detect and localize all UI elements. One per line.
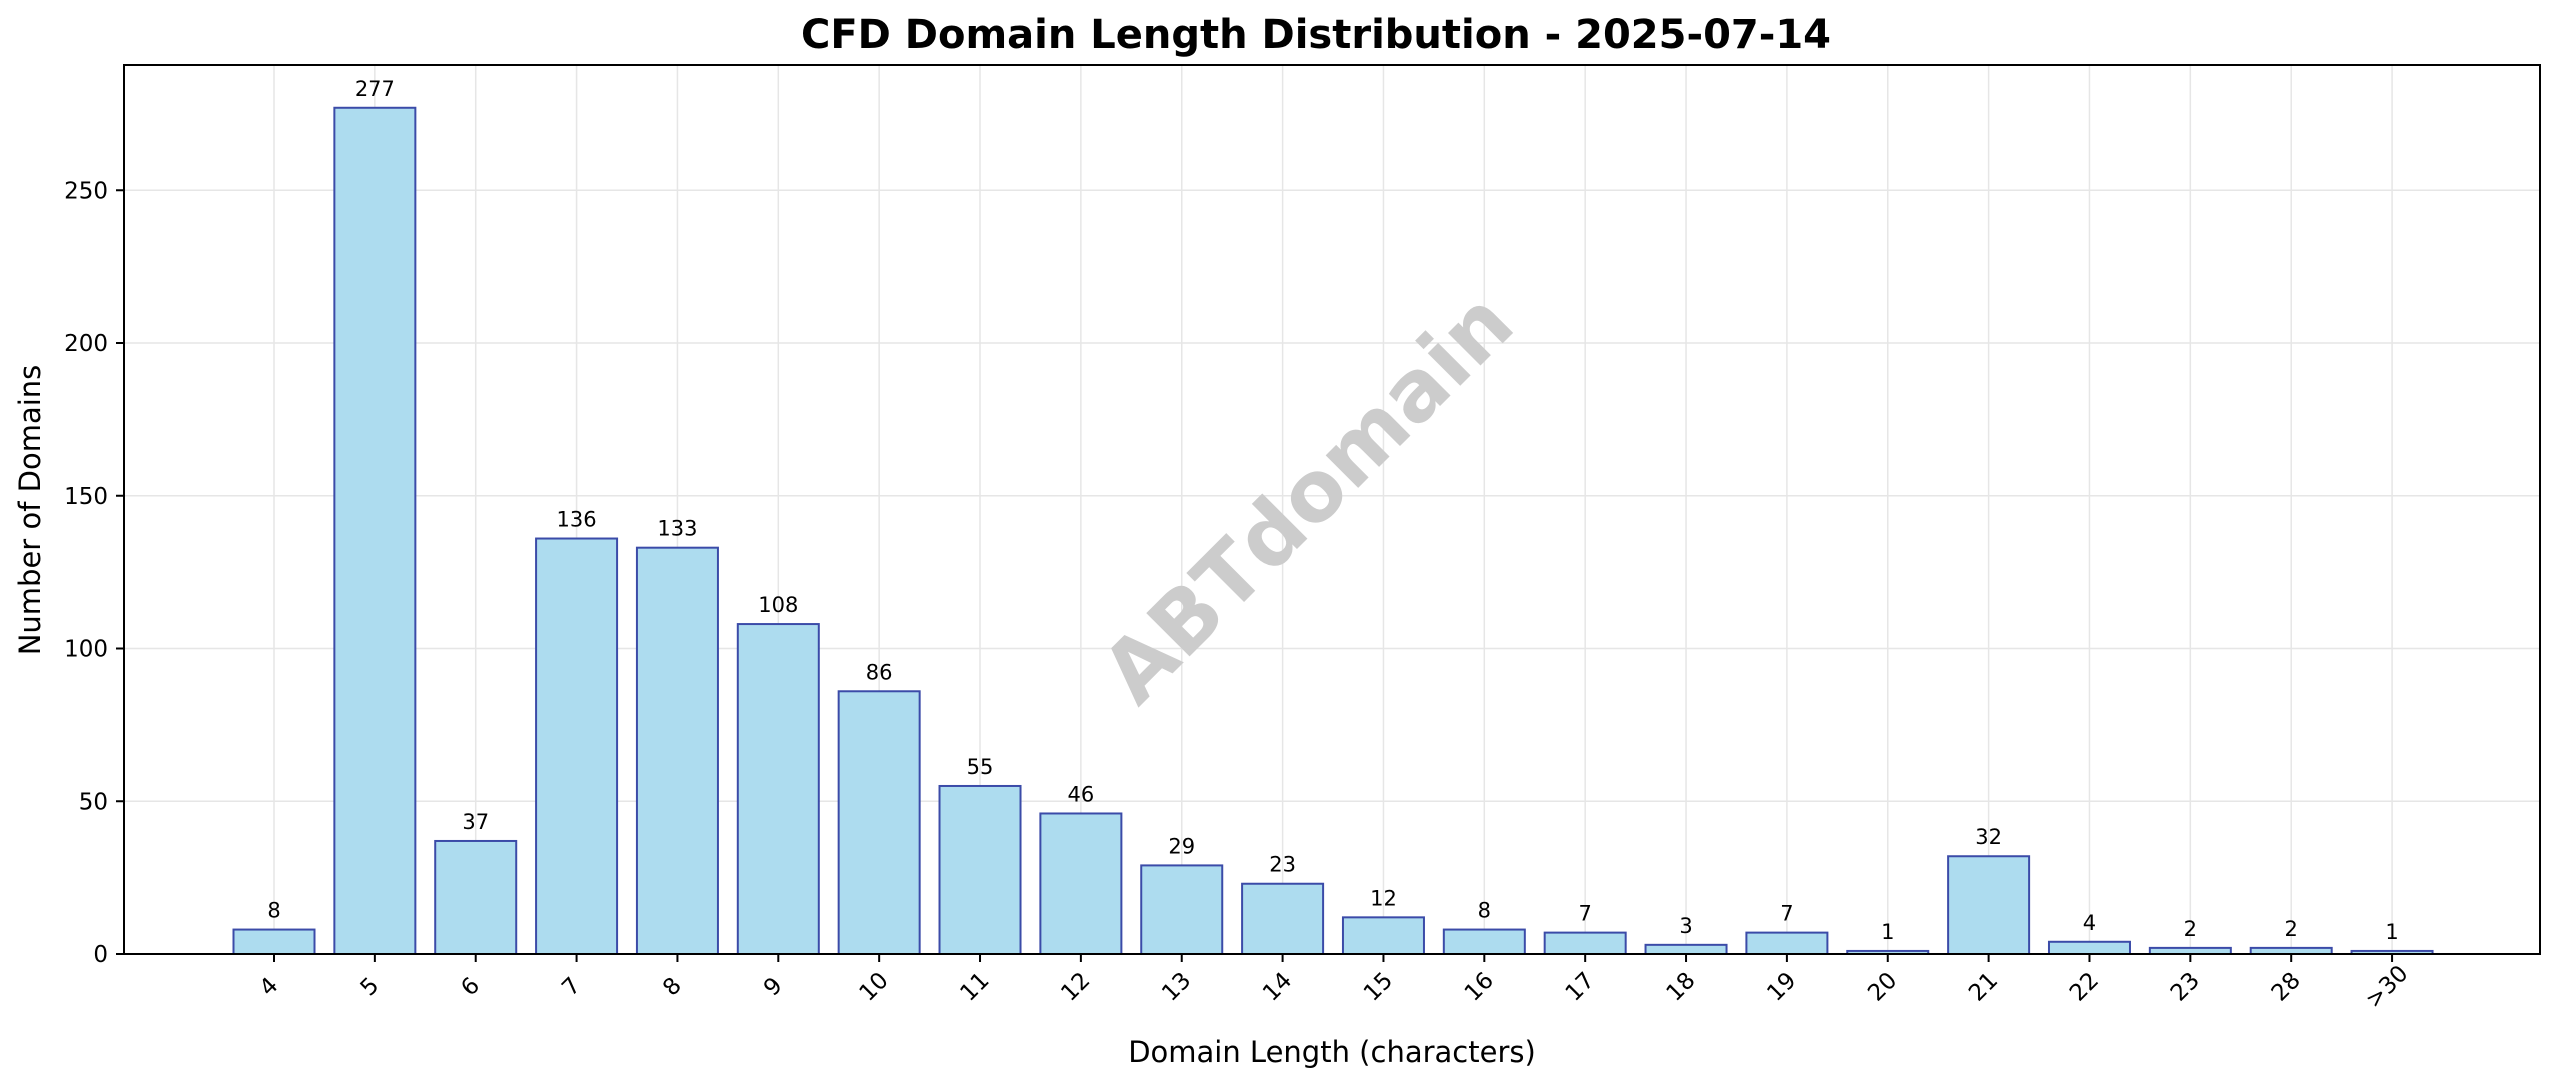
data-label: 2	[2184, 917, 2197, 941]
data-label: 86	[866, 660, 893, 684]
bar-10	[837, 690, 921, 955]
y-tick-label: 250	[64, 178, 108, 204]
data-label: 1	[1881, 920, 1894, 944]
x-tick-label: 23	[2166, 968, 2205, 1007]
x-tick-label: 28	[2267, 968, 2306, 1007]
y-tick-label: 200	[64, 331, 108, 357]
data-label: 4	[2083, 911, 2096, 935]
data-label: 7	[1780, 902, 1793, 926]
bar-18	[1644, 943, 1728, 955]
data-label: 37	[462, 810, 489, 834]
x-tick-label: 4	[255, 973, 284, 1002]
data-label: 55	[967, 755, 994, 779]
plot-frame	[123, 64, 2541, 955]
x-tick-label: 16	[1460, 968, 1499, 1007]
data-label: 12	[1370, 886, 1397, 910]
bar-13	[1140, 864, 1224, 956]
x-tick-label: 5	[356, 973, 385, 1002]
x-tick-label: 22	[2065, 968, 2104, 1007]
bar-21	[1947, 855, 2031, 955]
y-tick-label: 0	[93, 942, 108, 968]
data-label: 29	[1168, 834, 1195, 858]
x-tick-label: 15	[1359, 968, 1398, 1007]
bar-12	[1039, 812, 1123, 955]
x-tick-label: 21	[1964, 968, 2003, 1007]
bar-7	[535, 537, 619, 955]
x-tick-label: 10	[855, 968, 894, 1007]
x-tick-label: 6	[456, 973, 485, 1002]
data-label: 133	[657, 517, 697, 541]
data-label: 2	[2285, 917, 2298, 941]
x-tick-label: 14	[1258, 968, 1297, 1007]
x-tick-label: 19	[1762, 968, 1801, 1007]
x-tick-label: 13	[1157, 968, 1196, 1007]
bar-6	[434, 839, 518, 955]
watermark: ABTdomain	[1083, 273, 1532, 722]
data-label: 23	[1269, 853, 1296, 877]
data-label: 8	[1478, 899, 1491, 923]
bar-5	[333, 106, 417, 955]
bar-15	[1341, 916, 1425, 956]
x-tick-label: 17	[1561, 968, 1600, 1007]
data-label: 136	[557, 508, 597, 532]
x-tick-label: 7	[557, 973, 586, 1002]
data-label: 277	[355, 77, 395, 101]
bar-17	[1543, 931, 1627, 955]
chart-title: CFD Domain Length Distribution - 2025-07…	[801, 12, 1831, 58]
data-label: 3	[1679, 914, 1692, 938]
data-label: 32	[1975, 825, 2002, 849]
y-axis-label: Number of Domains	[13, 365, 47, 656]
y-tick-label: 150	[64, 484, 108, 510]
x-tick-label: 20	[1863, 968, 1902, 1007]
bar-22	[2047, 940, 2131, 956]
bar-8	[635, 546, 719, 955]
bar-4	[232, 928, 316, 955]
x-tick-label: 9	[759, 973, 788, 1002]
bars	[232, 106, 2434, 956]
x-axis-label: Domain Length (characters)	[1128, 1035, 1536, 1069]
data-label: 46	[1068, 782, 1095, 806]
bar-14	[1241, 882, 1325, 956]
y-axis: 0 50 100 150 200 250	[64, 178, 124, 968]
y-tick-label: 50	[79, 789, 108, 815]
x-axis: 4 5 6 7 8 9 10 11 12 13 14 15 16 17 18 19 20 21 22 23 28 >30	[255, 954, 2414, 1014]
data-label: 8	[267, 899, 280, 923]
data-label: 108	[758, 593, 798, 617]
data-label: 1	[2385, 920, 2398, 944]
x-tick-label: >30	[2361, 961, 2414, 1014]
bar-19	[1745, 931, 1829, 955]
x-tick-label: 11	[956, 968, 995, 1007]
x-tick-label: 12	[1056, 968, 1095, 1007]
x-tick-label: 8	[658, 973, 687, 1002]
bar-9	[736, 623, 820, 955]
data-label: 7	[1578, 902, 1591, 926]
x-tick-label: 18	[1662, 968, 1701, 1007]
bar-16	[1442, 928, 1526, 955]
y-tick-label: 100	[64, 637, 108, 663]
bar-11	[938, 784, 1022, 955]
